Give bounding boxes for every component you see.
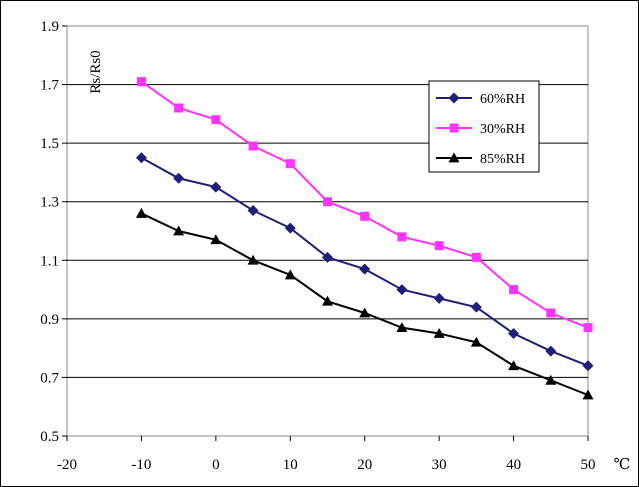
- data-point: [396, 284, 408, 296]
- data-point: [210, 234, 222, 245]
- data-point: [247, 254, 259, 265]
- data-point: [135, 152, 147, 164]
- legend-label: 30%RH: [480, 122, 525, 137]
- data-point: [508, 328, 520, 339]
- series-diamond: [135, 152, 594, 372]
- data-point: [434, 241, 444, 251]
- data-point: [470, 301, 482, 313]
- data-point: [359, 307, 371, 318]
- data-point: [247, 205, 259, 216]
- legend-box: [428, 80, 540, 173]
- data-point: [360, 211, 370, 221]
- data-point: [323, 197, 332, 207]
- data-point: [582, 389, 594, 400]
- data-point: [582, 360, 594, 372]
- data-point: [173, 225, 185, 236]
- legend-marker: [448, 152, 460, 163]
- x-tick-label: 10: [283, 457, 298, 473]
- data-point: [322, 251, 333, 263]
- data-point: [211, 115, 221, 125]
- legend-entry: 85%RH: [436, 152, 525, 167]
- y-tick-label: 1.7: [40, 78, 59, 94]
- data-point: [509, 285, 519, 295]
- series-triangle: [135, 207, 594, 400]
- legend-entry: 30%RH: [436, 122, 525, 137]
- x-tick-label: 50: [581, 457, 596, 473]
- x-tick-label: -20: [57, 457, 77, 473]
- data-point: [284, 222, 296, 234]
- y-tick-label: 0.9: [40, 312, 59, 328]
- data-point: [508, 360, 520, 371]
- y-tick-label: 1.3: [40, 195, 59, 211]
- x-tick-label: 20: [357, 457, 372, 473]
- legend-label: 60%RH: [480, 92, 525, 107]
- series-square: [136, 77, 593, 333]
- data-point: [135, 207, 147, 218]
- data-point: [248, 141, 258, 151]
- y-axis-label: Rs/Rs0: [88, 50, 104, 93]
- data-point: [546, 308, 556, 318]
- x-axis-unit: ℃: [614, 457, 631, 473]
- data-point: [136, 77, 146, 87]
- data-point: [322, 295, 333, 306]
- x-tick-label: -10: [131, 457, 151, 473]
- data-point: [174, 103, 184, 113]
- data-point: [433, 292, 445, 304]
- data-point: [173, 172, 185, 184]
- legend-entry: 60%RH: [436, 92, 525, 107]
- x-tick-label: 40: [506, 457, 521, 473]
- data-point: [433, 328, 445, 338]
- data-point: [396, 322, 408, 333]
- axes: 0.5 0.7 0.9 1.1 1.3 1.5 1.7 1.9 -20 -10 0 10 20 30 40 5…: [40, 19, 630, 473]
- data-point: [285, 159, 295, 169]
- y-tick-label: 0.7: [40, 370, 59, 386]
- y-tick-label: 1.1: [40, 253, 59, 269]
- legend-marker: [449, 123, 459, 133]
- data-point: [397, 232, 407, 242]
- legend: 60%RH 30%RH 85%RH: [428, 80, 540, 173]
- series-lines: [135, 77, 594, 400]
- data-point: [284, 269, 296, 280]
- legend-label: 85%RH: [480, 152, 525, 167]
- data-point: [545, 374, 557, 385]
- data-point: [359, 263, 371, 275]
- data-point: [583, 323, 593, 333]
- y-tick-label: 1.5: [40, 136, 59, 152]
- y-tick-label: 0.5: [40, 429, 59, 445]
- data-point: [470, 336, 482, 347]
- data-point: [545, 345, 557, 357]
- x-tick-label: 30: [432, 457, 447, 473]
- x-tick-label: 0: [212, 457, 220, 473]
- y-tick-label: 1.9: [40, 19, 59, 35]
- legend-marker: [448, 92, 460, 104]
- data-point: [471, 252, 481, 262]
- data-point: [210, 181, 222, 193]
